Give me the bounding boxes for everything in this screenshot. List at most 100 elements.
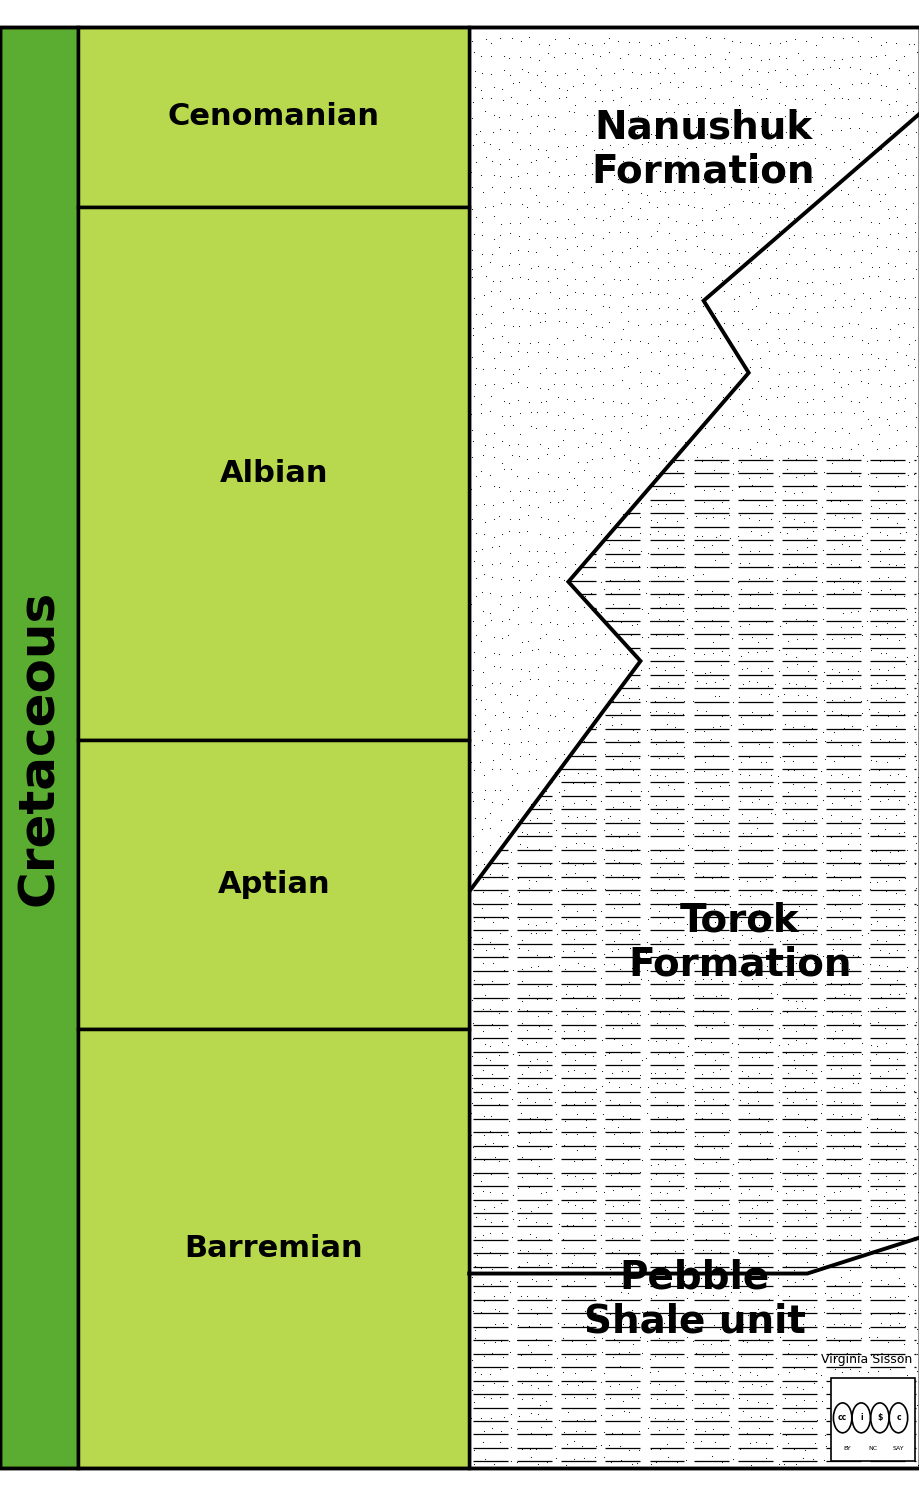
Point — [607, 330, 621, 354]
Point — [831, 1148, 845, 1172]
Point — [713, 1136, 728, 1160]
Point — [512, 1196, 527, 1220]
Point — [808, 1192, 823, 1215]
Point — [832, 1178, 846, 1202]
Point — [879, 970, 893, 994]
Point — [469, 1242, 483, 1266]
Point — [712, 1002, 727, 1026]
Point — [742, 884, 756, 907]
Point — [647, 804, 662, 828]
Point — [851, 555, 866, 579]
Point — [870, 537, 885, 561]
Point — [809, 300, 823, 324]
Point — [482, 399, 496, 423]
Point — [648, 1250, 663, 1274]
Point — [583, 324, 597, 348]
Point — [660, 353, 675, 377]
Point — [789, 1328, 804, 1351]
Point — [855, 399, 869, 423]
Point — [743, 190, 758, 214]
Point — [721, 241, 736, 265]
Point — [844, 715, 858, 739]
Point — [670, 1132, 685, 1156]
Point — [788, 967, 802, 991]
Point — [734, 1060, 749, 1084]
Point — [520, 504, 535, 528]
Point — [752, 465, 766, 489]
Point — [732, 806, 747, 830]
Point — [474, 921, 489, 945]
Point — [587, 749, 602, 773]
Point — [896, 629, 911, 653]
Point — [862, 1135, 877, 1159]
Point — [466, 592, 481, 616]
Point — [584, 447, 598, 471]
Point — [619, 658, 634, 682]
Point — [532, 643, 547, 667]
Point — [744, 1135, 759, 1159]
Point — [542, 490, 557, 514]
Point — [834, 87, 848, 111]
Point — [731, 925, 745, 949]
Point — [474, 1072, 489, 1096]
Point — [842, 701, 857, 725]
Point — [714, 1211, 729, 1235]
Point — [841, 765, 856, 789]
Point — [721, 891, 736, 915]
Point — [505, 613, 520, 637]
Point — [815, 1136, 830, 1160]
Point — [833, 973, 847, 997]
Point — [731, 867, 745, 891]
Point — [684, 390, 698, 414]
Point — [754, 928, 768, 952]
Point — [804, 429, 819, 453]
Point — [494, 1048, 508, 1072]
Point — [824, 988, 839, 1012]
Point — [734, 311, 749, 335]
Point — [886, 1195, 901, 1218]
Point — [650, 1153, 664, 1177]
Point — [689, 562, 704, 586]
Point — [631, 1193, 646, 1217]
Point — [620, 894, 635, 918]
Point — [585, 1057, 600, 1081]
Point — [558, 296, 573, 320]
Point — [614, 490, 629, 514]
Point — [585, 774, 600, 798]
Point — [781, 733, 796, 756]
Point — [800, 893, 814, 916]
Point — [586, 1274, 601, 1298]
Point — [492, 117, 506, 141]
Point — [780, 764, 795, 788]
Point — [688, 1014, 703, 1038]
Point — [677, 1449, 692, 1473]
Point — [512, 1209, 527, 1233]
Point — [770, 1266, 785, 1290]
Point — [520, 937, 535, 961]
Point — [897, 999, 912, 1023]
Point — [477, 459, 492, 483]
Point — [891, 924, 905, 948]
Point — [752, 759, 766, 783]
Point — [587, 314, 602, 338]
Point — [558, 1147, 573, 1171]
Point — [808, 1206, 823, 1230]
Point — [716, 465, 731, 489]
Point — [510, 517, 525, 541]
Point — [786, 1356, 800, 1380]
Point — [550, 1220, 564, 1244]
Point — [550, 326, 564, 350]
Point — [594, 985, 608, 1009]
Point — [632, 520, 647, 544]
Point — [859, 223, 874, 247]
Point — [834, 532, 848, 556]
Point — [703, 1103, 718, 1127]
Point — [869, 235, 884, 259]
Point — [789, 671, 803, 695]
Point — [530, 776, 545, 800]
Point — [662, 496, 676, 520]
Point — [539, 719, 554, 743]
Point — [528, 417, 543, 441]
Point — [564, 73, 579, 97]
Point — [660, 193, 675, 217]
